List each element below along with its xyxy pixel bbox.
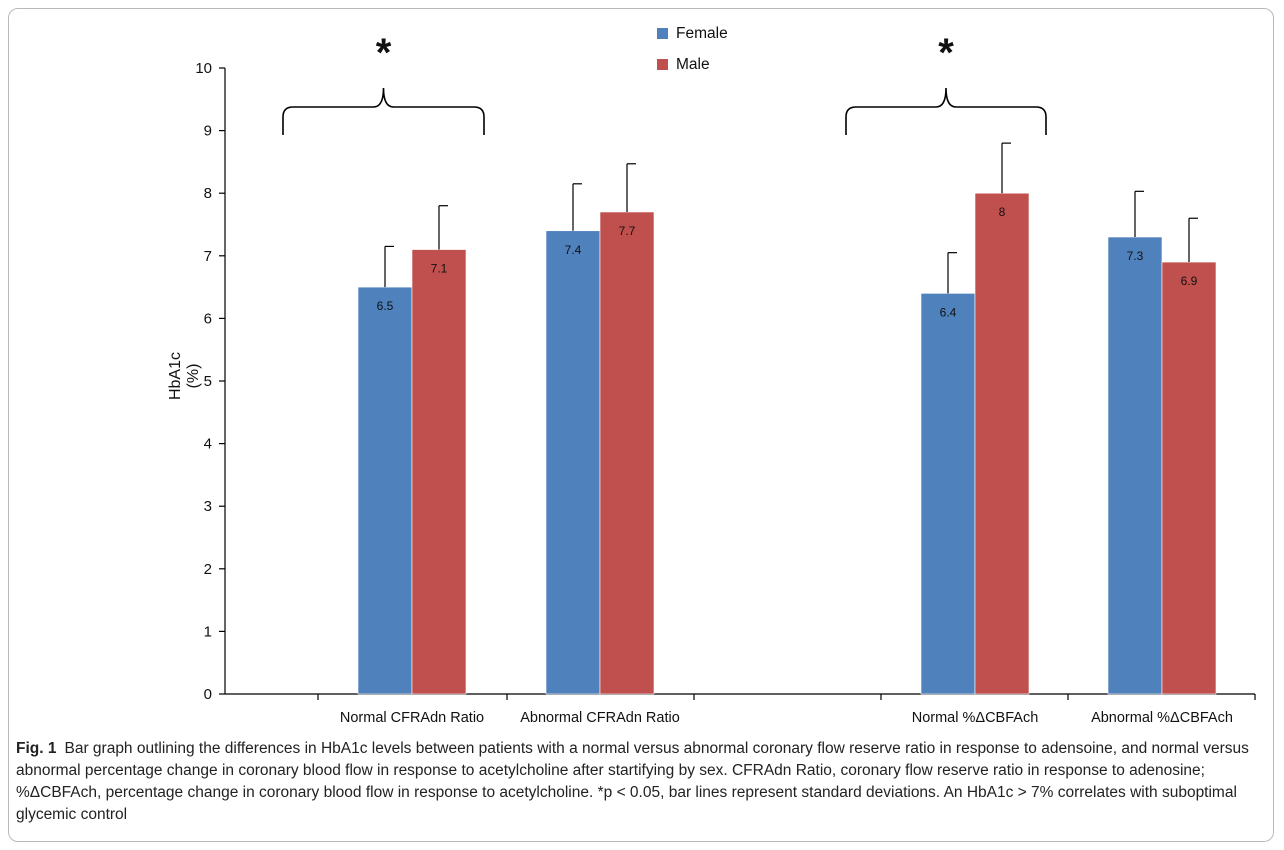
y-tick-label: 8 — [204, 185, 212, 202]
bar-value-label: 6.5 — [377, 299, 394, 313]
y-tick-label: 5 — [204, 373, 212, 390]
y-axis: 0 1 2 3 4 5 6 7 8 9 10 — [195, 60, 226, 703]
bar-value-label: 7.3 — [1127, 249, 1144, 263]
y-tick-label: 7 — [204, 248, 212, 265]
bar-value-label: 7.1 — [431, 262, 448, 276]
significance-asterisk: * — [376, 31, 392, 75]
bar — [974, 192, 1030, 695]
bar — [599, 211, 655, 695]
y-tick-label: 1 — [204, 623, 212, 640]
x-tick-label: Normal CFRAdn Ratio — [340, 710, 484, 726]
legend-swatch — [657, 28, 668, 39]
error-bars — [384, 142, 1198, 294]
y-axis-title: HbA1c — [167, 352, 184, 400]
y-tick-label: 10 — [195, 60, 212, 77]
significance-brackets: * * — [282, 31, 1047, 135]
bar — [357, 286, 413, 695]
significance-bracket — [845, 87, 1047, 135]
x-tick-label: Normal %ΔCBFAch — [912, 710, 1039, 726]
bar — [1161, 261, 1217, 695]
bar — [920, 293, 976, 695]
x-axis: Normal CFRAdn Ratio Abnormal CFRAdn Ratio… — [225, 693, 1256, 726]
bar — [1107, 236, 1163, 695]
legend: Female Male — [657, 25, 728, 73]
bar-value-label: 7.7 — [619, 224, 636, 238]
bar — [411, 249, 467, 695]
y-tick-label: 4 — [204, 436, 212, 453]
bars — [357, 192, 1217, 695]
legend-label: Female — [676, 25, 728, 42]
bar-value-label: 6.9 — [1181, 274, 1198, 288]
y-tick-label: 6 — [204, 310, 212, 327]
legend-label: Male — [676, 56, 710, 73]
bar-value-labels: 6.5 7.4 6.4 7.3 7.1 7.7 8 6.9 — [377, 205, 1198, 319]
x-tick-label: Abnormal %ΔCBFAch — [1091, 710, 1233, 726]
bar-chart: 0 1 2 3 4 5 6 7 8 9 10 Normal CFRAdn Ratio Abnormal… — [167, 25, 1256, 726]
bar-value-label: 6.4 — [940, 305, 957, 319]
figure-caption: Fig. 1 Bar graph outlining the difference… — [16, 738, 1266, 826]
bar-value-label: 8 — [999, 205, 1006, 219]
y-tick-label: 0 — [204, 686, 212, 703]
y-axis-unit: (%) — [185, 364, 202, 389]
bar-value-label: 7.4 — [565, 243, 582, 257]
significance-bracket — [282, 87, 485, 135]
y-tick-label: 9 — [204, 123, 212, 140]
figure-label: Fig. 1 — [16, 740, 57, 757]
significance-asterisk: * — [938, 31, 954, 75]
legend-swatch — [657, 59, 668, 70]
caption-text: Bar graph outlining the differences in H… — [16, 740, 1249, 823]
y-tick-label: 3 — [204, 498, 212, 515]
x-tick-label: Abnormal CFRAdn Ratio — [520, 710, 680, 726]
y-tick-label: 2 — [204, 561, 212, 578]
bar — [545, 230, 601, 695]
